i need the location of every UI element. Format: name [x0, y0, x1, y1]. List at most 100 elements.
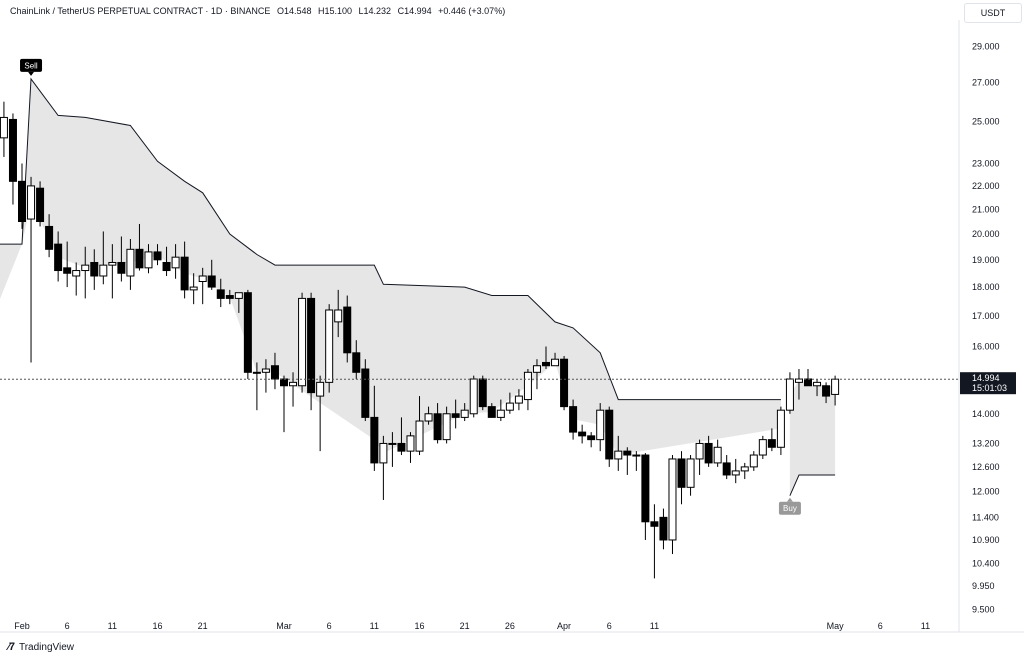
candle-body	[623, 450, 632, 456]
candle-body	[361, 368, 370, 418]
signal-layer: Sell Buy	[20, 58, 801, 515]
candle-body	[424, 413, 433, 422]
signal-text: Sell	[24, 61, 38, 70]
signal-pointer	[786, 497, 793, 502]
price-tick-label: 16.000	[972, 341, 1000, 351]
candle-body	[740, 466, 749, 472]
price-tick-label: 27.000	[972, 78, 1000, 88]
candle-layer	[0, 101, 840, 579]
price-tick-label: 9.950	[972, 581, 995, 591]
candle-body	[758, 439, 767, 456]
buy-signal: Buy	[778, 497, 801, 515]
price-chart[interactable]: 29.000 27.000 25.000 23.000 22.000 21.000 20.0…	[0, 0, 1024, 640]
candle-body	[496, 409, 505, 418]
candle-body	[785, 378, 794, 411]
symbol-title[interactable]: ChainLink / TetherUS PERPETUAL CONTRACT …	[10, 6, 271, 16]
candle-body	[352, 352, 361, 373]
candle-body	[207, 275, 216, 288]
candle-body	[469, 378, 478, 415]
date-tick-label: 21	[198, 621, 208, 631]
brand-name: TradingView	[18, 641, 74, 653]
candle-body	[162, 261, 171, 272]
candle-body	[794, 378, 803, 383]
date-tick-label: 11	[921, 621, 930, 631]
candle-body	[442, 413, 451, 441]
candle-body	[722, 462, 731, 476]
candle-body	[460, 409, 469, 418]
candle-body	[668, 458, 677, 541]
candle-body	[261, 368, 270, 373]
signal-pointer	[28, 71, 35, 76]
price-tick-label: 18.000	[972, 282, 1000, 292]
price-tick-label: 21.000	[972, 204, 1000, 214]
candle-body	[108, 261, 117, 266]
date-tick-label: 6	[65, 621, 70, 631]
candle-body	[569, 406, 578, 433]
candle-body	[542, 361, 550, 367]
candle-body	[153, 251, 162, 261]
candle-body	[135, 248, 144, 269]
date-tick-label: 11	[370, 621, 379, 631]
supertrend-up-line	[789, 474, 836, 496]
candle-body	[252, 371, 261, 374]
close-value: C14.994	[397, 6, 432, 16]
price-tick-label: 23.000	[972, 158, 1000, 168]
candle-body	[325, 309, 334, 383]
price-tick-label: 12.000	[972, 486, 1000, 496]
price-tick-label: 10.400	[972, 559, 1000, 569]
candle-body	[578, 431, 587, 437]
candle-body	[822, 385, 831, 397]
candle-body	[216, 289, 225, 299]
candle-body	[388, 442, 397, 445]
currency-selector[interactable]: USDT	[964, 3, 1022, 23]
candle-body	[45, 225, 54, 250]
candle-body	[632, 454, 641, 457]
candle-body	[225, 295, 234, 299]
price-tick-label: 19.000	[972, 255, 1000, 265]
signal-label-box	[20, 58, 43, 72]
candle-body	[731, 470, 740, 476]
price-tick-label: 25.000	[972, 116, 1000, 126]
candle-body	[99, 264, 108, 277]
candle-body	[289, 381, 298, 387]
price-tick-label: 9.500	[972, 604, 995, 614]
candle-body	[659, 516, 668, 541]
change-value: +0.446 (+3.07%)	[438, 6, 506, 16]
candle-body	[343, 306, 352, 354]
candle-body	[487, 406, 496, 418]
candle-body	[81, 264, 90, 272]
open-value: O14.548	[276, 6, 312, 16]
candle-body	[478, 378, 487, 408]
candle-body	[298, 297, 307, 387]
price-tick-label: 14.000	[972, 409, 1000, 419]
supertrend-line-layer	[0, 77, 836, 496]
candle-body	[804, 378, 812, 387]
price-axis[interactable]: 29.000 27.000 25.000 23.000 22.000 21.000 20.0…	[958, 20, 1000, 632]
footer-brand[interactable]: ⁄7 TradingView	[8, 641, 74, 653]
supertrend-down-line	[0, 77, 781, 401]
candle-body	[307, 297, 316, 394]
candle-body	[505, 402, 514, 411]
supertrend-down-fill	[0, 78, 781, 455]
candle-body	[90, 261, 99, 277]
supertrend-up-fill	[789, 380, 836, 496]
date-tick-label: Mar	[276, 621, 292, 631]
candle-body	[27, 185, 36, 220]
candle-body	[270, 365, 279, 380]
candle-body	[551, 358, 560, 367]
candle-body	[776, 409, 785, 448]
candle-body	[596, 409, 605, 441]
candle-body	[8, 118, 17, 182]
date-tick-label: 6	[878, 621, 883, 631]
candle-body	[334, 309, 343, 323]
candle-body	[180, 256, 189, 291]
candle-body	[189, 286, 198, 291]
candle-body	[749, 454, 758, 468]
time-axis[interactable]: Feb 6 11 16 21 Mar 6 11 16 21 26 Apr 6 11 May 6 11	[0, 621, 1024, 633]
price-tick-label: 22.000	[972, 181, 1000, 191]
candle-body	[280, 378, 288, 387]
candle-body	[767, 439, 776, 448]
candle-body	[605, 409, 614, 460]
date-tick-label: 16	[415, 621, 425, 631]
last-price-label: 14.994	[972, 373, 1000, 383]
